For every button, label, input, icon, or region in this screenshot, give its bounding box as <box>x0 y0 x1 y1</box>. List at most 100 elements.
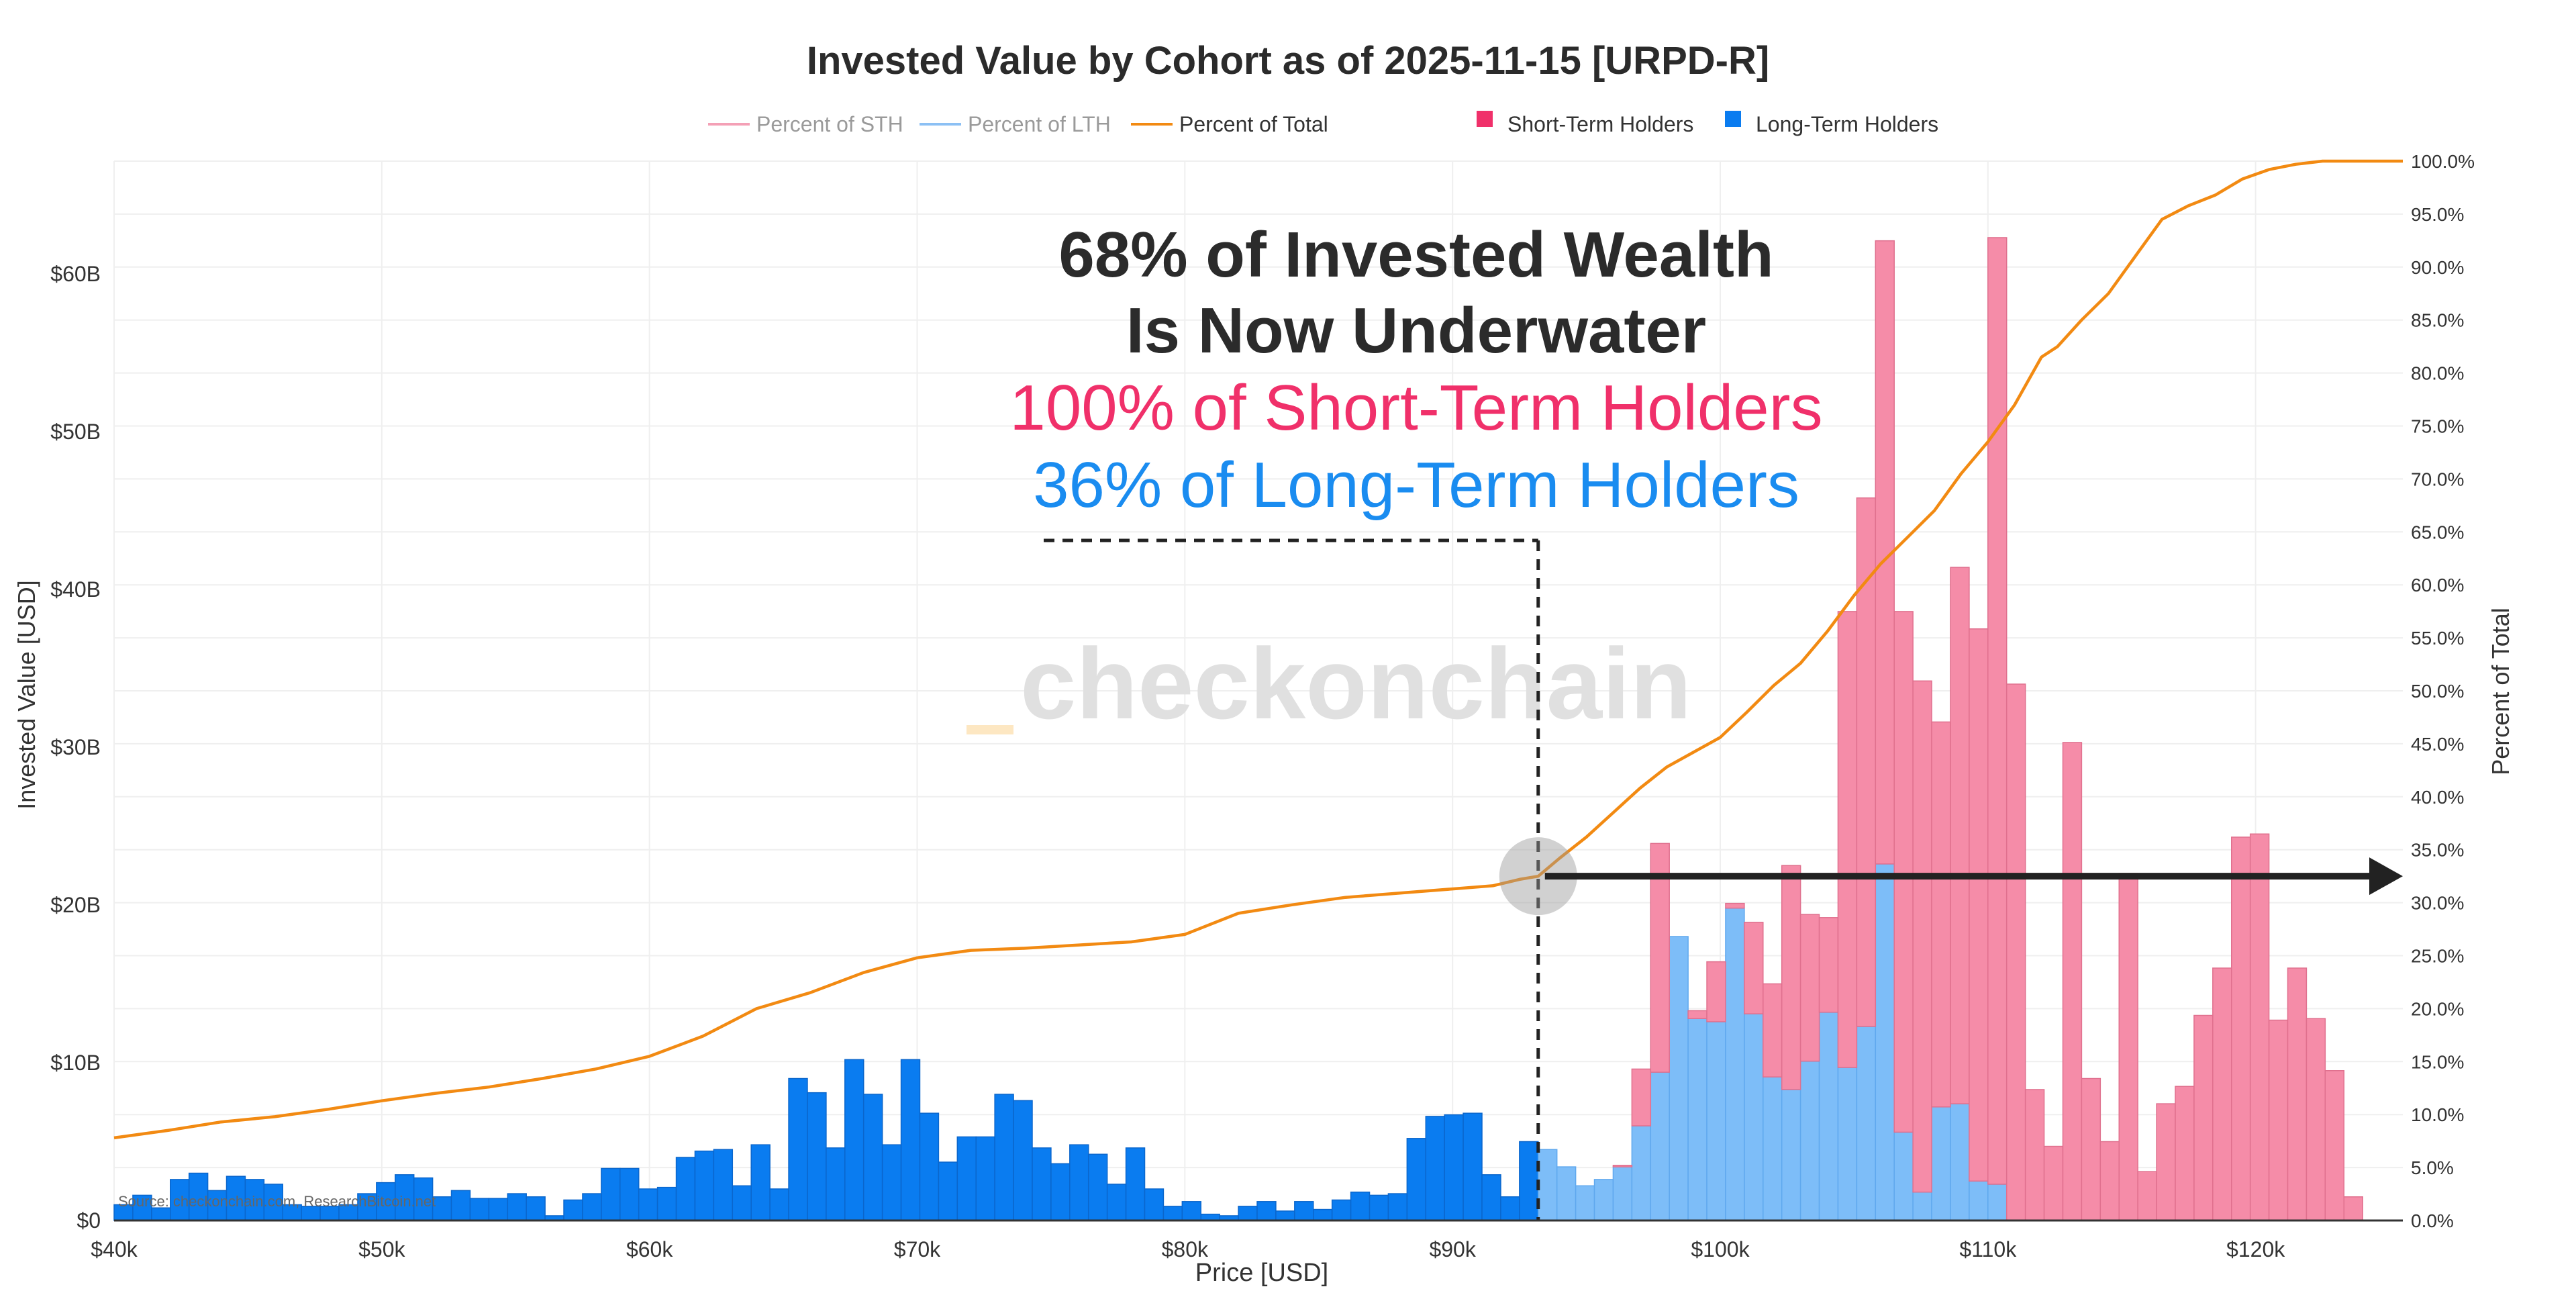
y-tick-label: $30B <box>50 735 101 759</box>
lth-bar <box>881 1144 902 1221</box>
sth-bar <box>2175 1086 2195 1221</box>
lth-bar <box>807 1092 827 1221</box>
lth-bar <box>1106 1184 1127 1221</box>
x-axis-label: Price [USD] <box>1195 1259 1328 1287</box>
source-text: Source: checkonchain.com, ResearchBitcoi… <box>118 1193 436 1210</box>
lth-bar <box>675 1157 696 1221</box>
sth-bar <box>2099 1141 2120 1221</box>
sth-bar <box>2193 1014 2214 1221</box>
lth-bar <box>1500 1196 1520 1221</box>
y2-tick-label: 30.0% <box>2411 893 2464 914</box>
x-tick-label: $90k <box>1429 1237 1476 1261</box>
sth-bar <box>2081 1078 2101 1221</box>
sth-bar <box>2230 836 2251 1221</box>
x-tick-label: $80k <box>1162 1237 1209 1261</box>
legend-label: Percent of LTH <box>968 112 1111 136</box>
y-tick-label: $50B <box>50 420 101 444</box>
annotation-line-2: Is Now Underwater <box>1126 295 1706 367</box>
lth-bar <box>188 1172 209 1221</box>
sth-bar <box>1650 843 1670 1073</box>
lth-bar <box>1538 1149 1558 1221</box>
lth-bar <box>1069 1144 1089 1221</box>
lth-bar <box>1087 1153 1108 1221</box>
lth-bar <box>1313 1208 1333 1221</box>
legend-swatch <box>1725 111 1741 127</box>
lth-bar <box>1331 1199 1352 1221</box>
lth-bar <box>1856 1026 1877 1221</box>
y2-tick-label: 35.0% <box>2411 840 2464 861</box>
x-tick-label: $100k <box>1691 1237 1750 1261</box>
y2-tick-label: 65.0% <box>2411 522 2464 542</box>
lth-bar <box>1837 1067 1858 1221</box>
sth-bar <box>2118 873 2138 1221</box>
lth-bar <box>1575 1185 1595 1221</box>
lth-bar <box>1593 1179 1614 1221</box>
lth-bar <box>732 1185 752 1221</box>
bars <box>113 237 2363 1221</box>
lth-bar <box>1387 1193 1408 1221</box>
lth-bar <box>507 1193 527 1221</box>
legend[interactable]: Percent of STH Percent of LTH Percent of T… <box>708 111 1938 136</box>
sth-bar <box>2005 683 2026 1221</box>
sth-bar <box>2306 1018 2326 1221</box>
y2-tick-label: 20.0% <box>2411 998 2464 1019</box>
annotation-line-1: 68% of Invested Wealth <box>1058 219 1773 291</box>
lth-bar <box>226 1176 246 1221</box>
lth-bar <box>526 1196 546 1221</box>
lth-bar <box>994 1094 1014 1221</box>
lth-bar <box>1669 936 1689 1221</box>
x-tick-label: $40k <box>91 1237 138 1261</box>
lth-bar <box>750 1144 771 1221</box>
y2-tick-label: 75.0% <box>2411 416 2464 437</box>
lth-bar <box>132 1194 152 1221</box>
lth-bar <box>1763 1076 1783 1221</box>
lth-bar <box>1706 1021 1726 1221</box>
y-tick-label: $60B <box>50 262 101 286</box>
lth-bar <box>1256 1201 1277 1221</box>
y-axis-label: Invested Value [USD] <box>13 580 40 810</box>
sth-bar <box>2249 833 2270 1221</box>
y2-tick-label: 10.0% <box>2411 1104 2464 1125</box>
y2-tick-label: 90.0% <box>2411 257 2464 278</box>
current-price-circle <box>1499 837 1577 916</box>
lth-bar <box>938 1161 958 1221</box>
lth-bar <box>488 1198 509 1221</box>
lth-bar <box>1463 1112 1483 1221</box>
lth-bar <box>1612 1166 1633 1221</box>
sth-bar <box>2024 1089 2045 1221</box>
lth-bar <box>1650 1071 1670 1221</box>
sth-bar <box>1837 611 1858 1068</box>
lth-bar <box>900 1059 921 1221</box>
sth-bar <box>1763 983 1783 1078</box>
lth-bar <box>1818 1012 1839 1221</box>
lth-bar <box>1893 1131 1914 1221</box>
lth-bar <box>713 1149 734 1221</box>
sth-bar <box>2343 1196 2363 1221</box>
lth-bar <box>1369 1194 1389 1221</box>
x-tick-label: $110k <box>1959 1237 2017 1261</box>
y2-axis-label: Percent of Total <box>2487 608 2514 775</box>
y2-tick-label: 95.0% <box>2411 204 2464 225</box>
lth-bar <box>1875 863 1895 1221</box>
lth-bar <box>1444 1114 1464 1221</box>
y-tick-label: $20B <box>50 893 101 917</box>
lth-bar <box>1406 1138 1427 1221</box>
lth-bar <box>1744 1013 1764 1221</box>
sth-bar <box>2287 967 2308 1221</box>
legend-label: Percent of Total <box>1179 112 1328 136</box>
lth-bar <box>862 1094 883 1221</box>
lth-bar <box>1425 1116 1445 1221</box>
percent-of-total-line <box>113 159 2403 1140</box>
y-tick-label: $0 <box>77 1208 101 1233</box>
sth-bar <box>2156 1103 2176 1221</box>
y2-tick-label: 0.0% <box>2411 1210 2454 1231</box>
watermark-underscore <box>967 725 1013 734</box>
watermark-text: checkonchain <box>1020 627 1691 740</box>
lth-bar <box>1631 1125 1652 1221</box>
percent-line-layer <box>113 159 2403 1140</box>
lth-bar <box>1481 1174 1501 1221</box>
right-arrow-head <box>2369 857 2403 896</box>
sth-bar <box>2062 742 2083 1221</box>
lth-bar <box>1013 1100 1033 1221</box>
